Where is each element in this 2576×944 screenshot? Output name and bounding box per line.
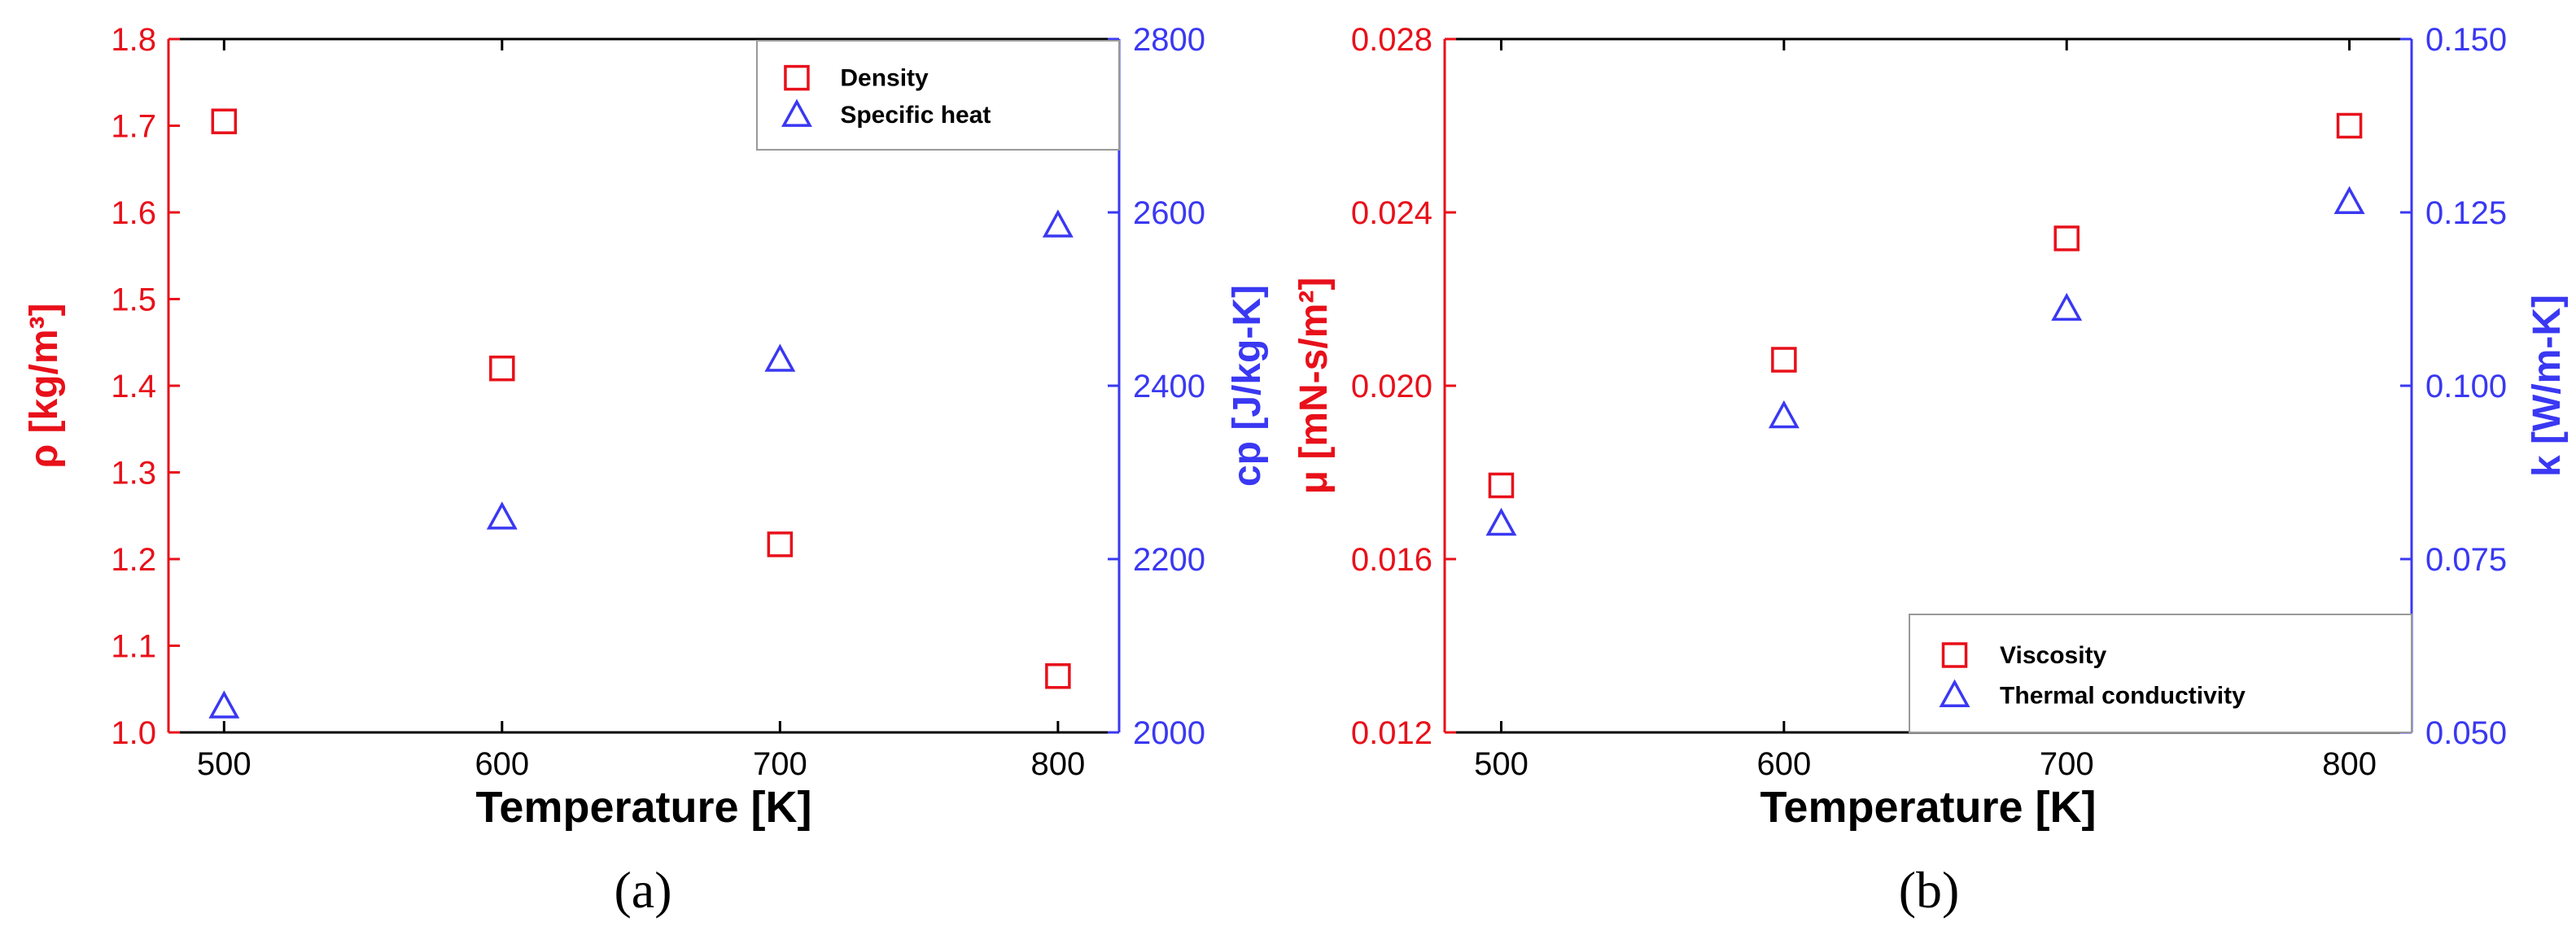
- left-y-tick-label: 1.3: [111, 456, 156, 492]
- left-y-tick-label: 1.8: [111, 22, 156, 58]
- left-y-tick-label: 1.2: [111, 542, 156, 578]
- x-tick-label: 500: [1474, 746, 1529, 782]
- triangle-marker: [1768, 400, 1800, 429]
- x-tick-label: 800: [2322, 746, 2377, 782]
- right-y-tick-label: 2000: [1133, 715, 1205, 751]
- left-y-axis-label: μ [mN-s/m²]: [1292, 278, 1336, 495]
- square-marker: [1045, 663, 1071, 689]
- triangle-marker: [1042, 209, 1074, 238]
- left-y-tick-label: 0.028: [1351, 22, 1432, 58]
- right-y-tick-label: 2200: [1133, 542, 1205, 578]
- triangle-marker: [2051, 292, 2083, 321]
- right-y-tick-label: 2800: [1133, 22, 1205, 58]
- triangle-marker: [486, 501, 518, 530]
- square-marker: [489, 355, 515, 382]
- right-y-tick-label: 0.100: [2425, 369, 2507, 404]
- right-y-axis-label: cp [J/kg-K]: [1226, 285, 1269, 487]
- legend-label: Specific heat: [840, 102, 991, 129]
- right-y-axis-label: k [W/m-K]: [2526, 295, 2569, 477]
- left-y-tick-label: 1.1: [111, 629, 156, 665]
- x-tick-label: 700: [753, 746, 807, 782]
- panel-caption: (a): [614, 861, 671, 919]
- series-thermal-conductivity: [1485, 186, 2365, 536]
- left-y-tick-label: 0.016: [1351, 542, 1432, 578]
- panel-caption: (b): [1899, 861, 1960, 919]
- legend: Viscosity Thermal conductivity: [1909, 614, 2412, 733]
- left-y-axis-label: ρ [kg/m³]: [23, 303, 66, 468]
- right-y-tick-label: 2600: [1133, 195, 1205, 231]
- x-tick-label: 600: [1756, 746, 1811, 782]
- x-tick-label: 600: [475, 746, 529, 782]
- x-tick-label: 500: [197, 746, 251, 782]
- triangle-marker: [1485, 507, 1517, 536]
- square-marker: [767, 531, 794, 557]
- legend: Density Specific heat: [756, 40, 1120, 151]
- legend-label: Density: [840, 65, 929, 92]
- right-y-tick-label: 2400: [1133, 369, 1205, 404]
- right-y-tick-label: 0.125: [2425, 195, 2507, 231]
- chart-panel-b: 500 600 700 800 0.012 0.016 0.020 0.024 0.028 0.0…: [1292, 22, 2569, 919]
- series-specific-heat: [208, 209, 1074, 719]
- series-density: [211, 108, 1071, 689]
- right-y-tick-label: 0.050: [2425, 715, 2507, 751]
- triangle-marker: [2333, 186, 2365, 214]
- square-marker: [2336, 112, 2363, 139]
- legend-label: Thermal conductivity: [2000, 682, 2246, 709]
- left-y-tick-label: 1.5: [111, 282, 156, 318]
- triangle-marker: [208, 690, 240, 719]
- x-tick-label: 700: [2040, 746, 2094, 782]
- square-marker: [1771, 347, 1797, 373]
- x-axis-label: Temperature [K]: [475, 783, 811, 832]
- right-y-tick-label: 0.075: [2425, 542, 2507, 578]
- square-marker: [1488, 472, 1515, 499]
- left-y-tick-label: 0.012: [1351, 715, 1432, 751]
- triangle-marker: [1939, 679, 1970, 708]
- left-y-tick-label: 0.024: [1351, 195, 1432, 231]
- square-marker: [784, 64, 810, 91]
- chart-panel-a: 500 600 700 800 1.0 1.1 1.2 1.3 1.4 1.5 1.6 1.7 1.8 2…: [23, 22, 1269, 919]
- legend-box: [756, 40, 1120, 151]
- left-y-tick-label: 1.6: [111, 195, 156, 231]
- series-viscosity: [1488, 112, 2363, 499]
- triangle-marker: [764, 343, 796, 372]
- legend-label: Viscosity: [2000, 642, 2107, 669]
- legend-box: [1909, 614, 2412, 733]
- left-y-tick-label: 0.020: [1351, 369, 1432, 404]
- left-y-tick-label: 1.4: [111, 369, 156, 404]
- x-axis-label: Temperature [K]: [1760, 783, 2096, 832]
- square-marker: [2053, 225, 2080, 251]
- right-y-tick-label: 0.150: [2425, 22, 2507, 58]
- left-y-tick-label: 1.0: [111, 715, 156, 751]
- square-marker: [211, 108, 238, 134]
- left-y-tick-label: 1.7: [111, 109, 156, 145]
- x-tick-label: 800: [1030, 746, 1085, 782]
- square-marker: [1941, 642, 1968, 668]
- triangle-marker: [781, 98, 812, 127]
